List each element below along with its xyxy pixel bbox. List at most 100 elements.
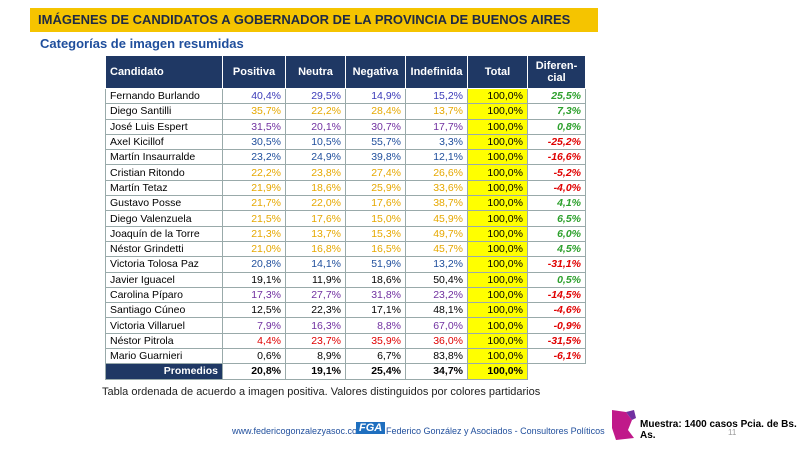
- row: Javier Iguacel 19,1% 11,9% 18,6% 50,4% 100,0%…: [105, 271, 586, 288]
- cell: 11,9%: [285, 271, 346, 288]
- column-header: Total: [467, 55, 528, 89]
- cell: 24,9%: [285, 149, 346, 166]
- cell: 34,7%: [405, 363, 468, 380]
- cell: -25,2%: [527, 133, 586, 151]
- cell: 100,0%: [467, 133, 528, 151]
- cell: 15,0%: [345, 210, 406, 227]
- column-header: Indefinida: [405, 55, 468, 89]
- cell: 45,7%: [405, 240, 468, 258]
- cell: Javier Iguacel: [105, 271, 223, 288]
- cell: 13,2%: [405, 256, 468, 273]
- cell: 20,1%: [285, 118, 346, 135]
- column-header: Neutra: [285, 55, 346, 89]
- cell: 36,0%: [405, 332, 468, 350]
- table: Candidato Positiva Neutra Negativa Indefinid…: [105, 55, 586, 380]
- cell: 23,2%: [222, 149, 286, 166]
- cell: 14,9%: [345, 87, 406, 105]
- cell: -16,6%: [527, 149, 586, 166]
- row: Diego Santilli 35,7% 22,2% 28,4% 13,7% 100,0%…: [105, 103, 586, 120]
- cell: 13,7%: [405, 103, 468, 120]
- cell: 100,0%: [467, 302, 528, 319]
- column-header: Negativa: [345, 55, 406, 89]
- cell: 25,5%: [527, 87, 586, 105]
- subtitle: Categorías de imagen resumidas: [40, 36, 244, 51]
- cell: Martín Insaurralde: [105, 149, 223, 166]
- cell: 100,0%: [467, 363, 528, 380]
- cell: -31,5%: [527, 332, 586, 350]
- cell: 100,0%: [467, 164, 528, 181]
- cell: 100,0%: [467, 286, 528, 304]
- cell: Joaquín de la Torre: [105, 225, 223, 242]
- cell: 100,0%: [467, 103, 528, 120]
- cell: 83,8%: [405, 348, 468, 365]
- cell: -6,1%: [527, 348, 586, 365]
- cell: 35,7%: [222, 103, 286, 120]
- cell: 0,6%: [222, 348, 286, 365]
- row: José Luis Espert 31,5% 20,1% 30,7% 17,7% 100,…: [105, 118, 586, 135]
- cell: 27,4%: [345, 164, 406, 181]
- row: Victoria Villaruel 7,9% 16,3% 8,8% 67,0% 100,…: [105, 317, 586, 334]
- row: Joaquín de la Torre 21,3% 13,7% 15,3% 49,7% 1…: [105, 225, 586, 242]
- cell: 100,0%: [467, 87, 528, 105]
- cell: 0,8%: [527, 118, 586, 135]
- row: Cristian Ritondo 22,2% 23,8% 27,4% 26,6% 100,…: [105, 164, 586, 181]
- cell: 39,8%: [345, 149, 406, 166]
- cell: 7,9%: [222, 317, 286, 334]
- cell: 12,1%: [405, 149, 468, 166]
- note: Tabla ordenada de acuerdo a imagen posit…: [102, 386, 541, 398]
- cell: 30,5%: [222, 133, 286, 151]
- cell: Fernando Burlando: [105, 87, 223, 105]
- cell: 33,6%: [405, 179, 468, 197]
- cell: 0,5%: [527, 271, 586, 288]
- cell: 100,0%: [467, 195, 528, 212]
- cell: 21,0%: [222, 240, 286, 258]
- cell: Martín Tetaz: [105, 179, 223, 197]
- cell: Diego Santilli: [105, 103, 223, 120]
- cell: 13,7%: [285, 225, 346, 242]
- sample: Muestra: 1400 casos Pcia. de Bs. As.: [640, 419, 797, 441]
- cell: 55,7%: [345, 133, 406, 151]
- cell: 17,6%: [345, 195, 406, 212]
- row: Néstor Grindetti 21,0% 16,8% 16,5% 45,7% 100,…: [105, 240, 586, 258]
- row: Martín Tetaz 21,9% 18,6% 25,9% 33,6% 100,0% -4…: [105, 179, 586, 197]
- cell: 100,0%: [467, 256, 528, 273]
- row: Martín Insaurralde 23,2% 24,9% 39,8% 12,1% 10…: [105, 149, 586, 166]
- row: Gustavo Posse 21,7% 22,0% 17,6% 38,7% 100,0% 4…: [105, 195, 586, 212]
- cell: 8,9%: [285, 348, 346, 365]
- cell: 22,2%: [222, 164, 286, 181]
- cell: 16,5%: [345, 240, 406, 258]
- cell: 67,0%: [405, 317, 468, 334]
- row: Victoria Tolosa Paz 20,8% 14,1% 51,9% 13,2% 1…: [105, 256, 586, 273]
- cell: Cristian Ritondo: [105, 164, 223, 181]
- cell: 21,5%: [222, 210, 286, 227]
- cell: 51,9%: [345, 256, 406, 273]
- url: www.federicogonzalezyasoc.com: [232, 426, 365, 436]
- cell: 100,0%: [467, 240, 528, 258]
- map-icon: [612, 410, 636, 440]
- cell: 26,6%: [405, 164, 468, 181]
- cell: -31,1%: [527, 256, 586, 273]
- cell: 100,0%: [467, 210, 528, 227]
- cell: 17,6%: [285, 210, 346, 227]
- cell: 49,7%: [405, 225, 468, 242]
- cell: 21,7%: [222, 195, 286, 212]
- cell: Gustavo Posse: [105, 195, 223, 212]
- cell: Axel Kicillof: [105, 133, 223, 151]
- cell: Carolina Píparo: [105, 286, 223, 304]
- cell: 30,7%: [345, 118, 406, 135]
- cell: 38,7%: [405, 195, 468, 212]
- company: Federico González y Asociados - Consulto…: [386, 426, 605, 436]
- cell: 27,7%: [285, 286, 346, 304]
- cell: 100,0%: [467, 332, 528, 350]
- cell: -0,9%: [527, 317, 586, 334]
- cell: 15,2%: [405, 87, 468, 105]
- column-header: Candidato: [105, 55, 223, 89]
- cell: 22,3%: [285, 302, 346, 319]
- cell: 17,1%: [345, 302, 406, 319]
- cell: 25,9%: [345, 179, 406, 197]
- row: Fernando Burlando 40,4% 29,5% 14,9% 15,2% 100…: [105, 87, 586, 105]
- cell: 100,0%: [467, 179, 528, 197]
- cell: 20,8%: [222, 256, 286, 273]
- cell: Mario Guarnieri: [105, 348, 223, 365]
- cell: 3,3%: [405, 133, 468, 151]
